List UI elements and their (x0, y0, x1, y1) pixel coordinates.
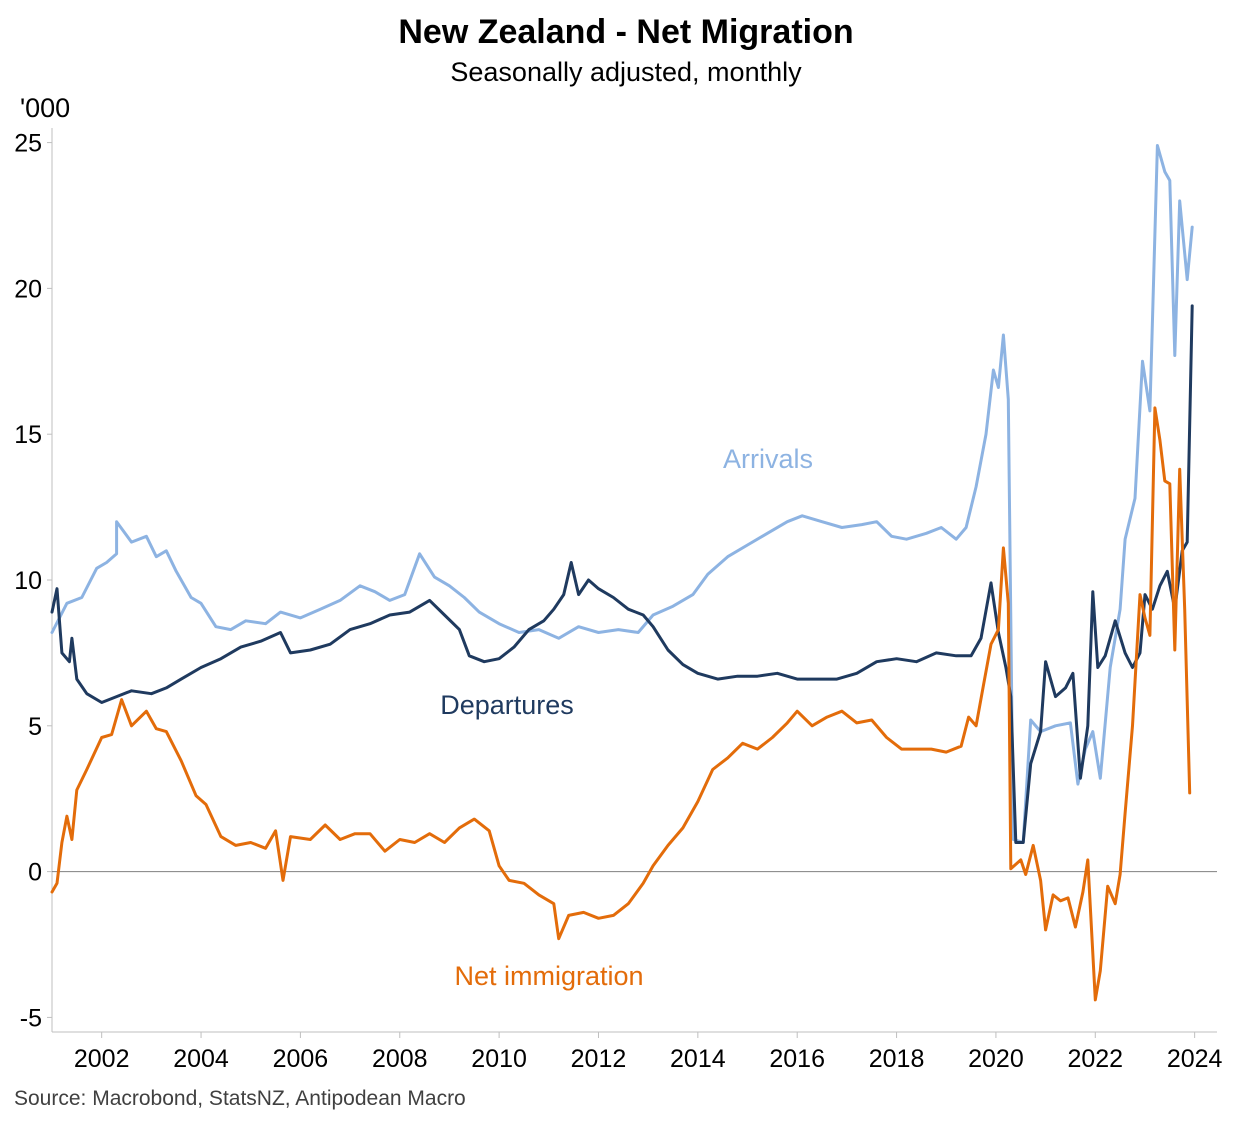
x-tick-label: 2024 (1167, 1045, 1223, 1073)
chart-title: New Zealand - Net Migration (398, 13, 853, 51)
x-tick-label: 2022 (1067, 1045, 1123, 1073)
series-line-net-immigration (50, 406, 1192, 1002)
x-tick-label: 2020 (968, 1045, 1024, 1073)
x-tick-label: 2006 (273, 1045, 329, 1073)
series-group (50, 144, 1194, 1002)
series-label-arrivals: Arrivals (723, 444, 813, 474)
series-line-arrivals (50, 144, 1194, 844)
y-tick-label: 10 (14, 567, 42, 595)
x-tick-label: 2018 (869, 1045, 925, 1073)
y-tick-label: 15 (14, 421, 42, 449)
series-line-departures (50, 304, 1194, 844)
y-axis: 25 20 15 10 5 0 -5 (14, 130, 52, 1032)
y-tick-label: 25 (14, 130, 42, 158)
source-note: Source: Macrobond, StatsNZ, Antipodean M… (14, 1087, 466, 1110)
x-axis: 2002 2004 2006 2008 2010 2012 2014 2016 2018 2020… (74, 1032, 1223, 1073)
y-axis-unit: '000 (20, 93, 70, 123)
y-tick-label: 5 (28, 713, 42, 741)
y-tick-label: 0 (28, 859, 42, 887)
y-tick-label: -5 (20, 1004, 42, 1032)
x-tick-label: 2002 (74, 1045, 130, 1073)
x-tick-label: 2014 (670, 1045, 726, 1073)
x-tick-label: 2008 (372, 1045, 428, 1073)
y-tick-label: 20 (14, 275, 42, 303)
x-tick-label: 2016 (769, 1045, 825, 1073)
x-tick-label: 2012 (571, 1045, 627, 1073)
x-tick-label: 2010 (471, 1045, 527, 1073)
series-label-net-immigration: Net immigration (454, 961, 643, 991)
x-tick-label: 2004 (173, 1045, 229, 1073)
series-label-departures: Departures (440, 690, 574, 720)
chart-subtitle: Seasonally adjusted, monthly (450, 57, 802, 87)
